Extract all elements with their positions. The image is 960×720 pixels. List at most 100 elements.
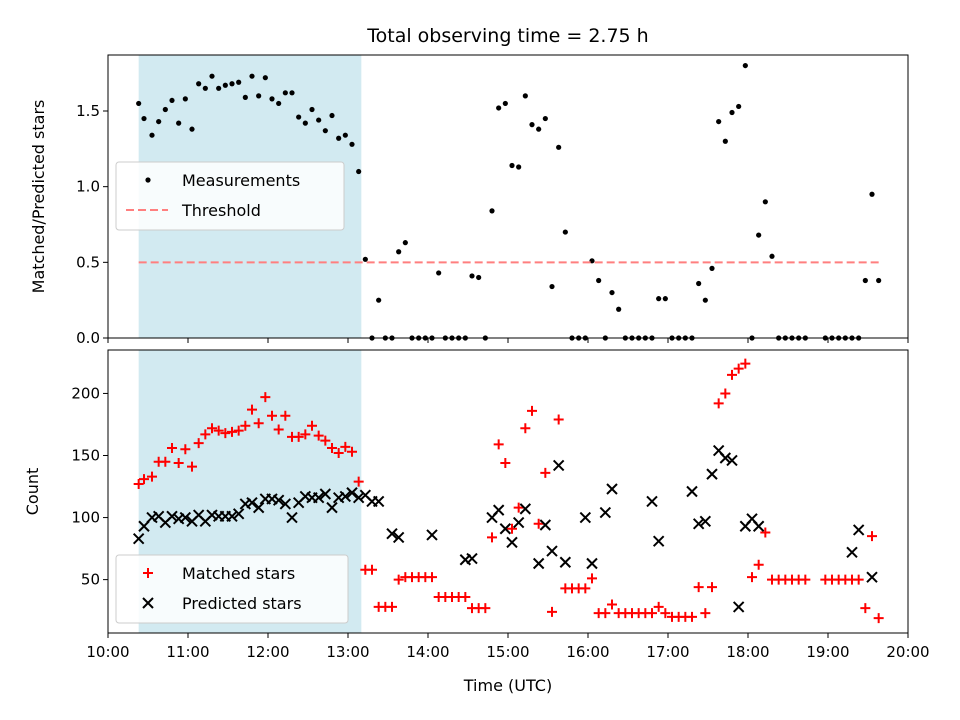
data-point	[616, 306, 622, 312]
legend-box	[115, 161, 345, 231]
series-matched-stars	[133, 358, 884, 624]
data-point	[246, 496, 258, 509]
data-point	[367, 564, 377, 575]
data-point	[519, 503, 532, 515]
legend-label: Measurements	[182, 171, 300, 190]
data-point	[707, 582, 717, 593]
data-point	[687, 611, 697, 622]
data-point	[492, 504, 505, 516]
data-point	[280, 410, 291, 421]
data-point	[733, 363, 744, 374]
y-axis-title: Matched/Predicted stars	[29, 100, 48, 294]
data-point	[513, 502, 524, 513]
data-point	[853, 574, 864, 585]
data-point	[347, 446, 357, 457]
data-point	[536, 126, 542, 132]
data-point	[607, 599, 617, 610]
y-tick-label: 150	[71, 447, 100, 465]
data-point	[180, 444, 191, 455]
data-point	[702, 297, 708, 303]
data-point	[147, 471, 157, 482]
data-point	[740, 358, 751, 369]
data-point	[162, 106, 168, 113]
x-tick-label: 12:00	[246, 643, 289, 661]
data-point	[867, 531, 877, 542]
data-point	[729, 109, 735, 116]
data-point	[540, 467, 551, 478]
data-point	[253, 418, 264, 429]
data-point	[552, 459, 565, 472]
data-point	[493, 439, 504, 450]
data-point	[760, 527, 771, 538]
y-tick-label: 1.5	[76, 102, 100, 120]
data-point	[362, 256, 368, 262]
data-point	[139, 474, 149, 485]
data-point	[600, 608, 611, 619]
data-point	[387, 601, 397, 612]
data-point	[213, 425, 224, 436]
data-point	[862, 277, 868, 284]
data-point	[499, 523, 512, 535]
data-point	[279, 498, 292, 510]
data-point	[249, 73, 255, 79]
data-point	[512, 516, 525, 529]
chart-title: Total observing time = 2.75 h	[366, 25, 648, 47]
data-point	[189, 126, 195, 132]
data-point	[392, 531, 405, 544]
data-point	[869, 191, 875, 197]
data-point	[596, 277, 602, 284]
data-point	[353, 476, 364, 487]
x-tick-label: 19:00	[806, 643, 849, 661]
data-point	[722, 138, 728, 144]
data-point	[312, 491, 325, 504]
data-point	[187, 461, 197, 472]
data-point	[227, 426, 237, 437]
data-point	[502, 100, 508, 107]
data-point	[327, 443, 337, 454]
data-point	[169, 97, 175, 104]
data-point	[480, 603, 491, 614]
data-point	[336, 135, 342, 141]
x-tick-label: 16:00	[566, 643, 609, 661]
panel-count: 50 100 150 200 10:00 11:00 12:00 13:00 14:00 15:0…	[23, 349, 930, 661]
x-tick-label: 13:00	[326, 643, 369, 661]
data-point	[507, 523, 517, 534]
legend-marker	[145, 177, 151, 183]
data-point	[539, 519, 552, 531]
data-point	[522, 93, 528, 99]
data-point	[286, 511, 298, 524]
data-point	[196, 81, 202, 87]
data-point	[233, 425, 244, 436]
data-point	[686, 485, 698, 498]
data-point	[713, 398, 724, 409]
data-point	[300, 429, 311, 440]
data-point	[402, 240, 408, 246]
y-tick-label: 50	[81, 571, 100, 589]
data-point	[293, 431, 304, 442]
data-point	[160, 456, 171, 467]
data-point	[262, 75, 268, 81]
data-point	[506, 536, 518, 549]
data-point	[236, 79, 242, 85]
legend-label: Predicted stars	[182, 594, 302, 613]
data-point	[549, 283, 555, 290]
data-point	[652, 535, 665, 547]
data-point	[276, 100, 282, 107]
data-point	[229, 81, 235, 87]
y-axis-title: Count	[23, 468, 42, 516]
legend: Matched stars Predicted stars	[115, 554, 349, 624]
data-point	[141, 115, 147, 122]
data-point	[273, 424, 284, 435]
data-point	[320, 435, 331, 446]
data-point	[372, 495, 385, 508]
data-point	[256, 93, 262, 99]
data-point	[527, 405, 537, 416]
data-point	[489, 208, 495, 214]
data-point	[272, 494, 285, 506]
data-point	[182, 96, 188, 102]
data-point	[207, 423, 217, 434]
data-point	[547, 606, 557, 617]
data-point	[747, 572, 757, 583]
data-point	[586, 557, 598, 570]
data-point	[556, 144, 562, 150]
